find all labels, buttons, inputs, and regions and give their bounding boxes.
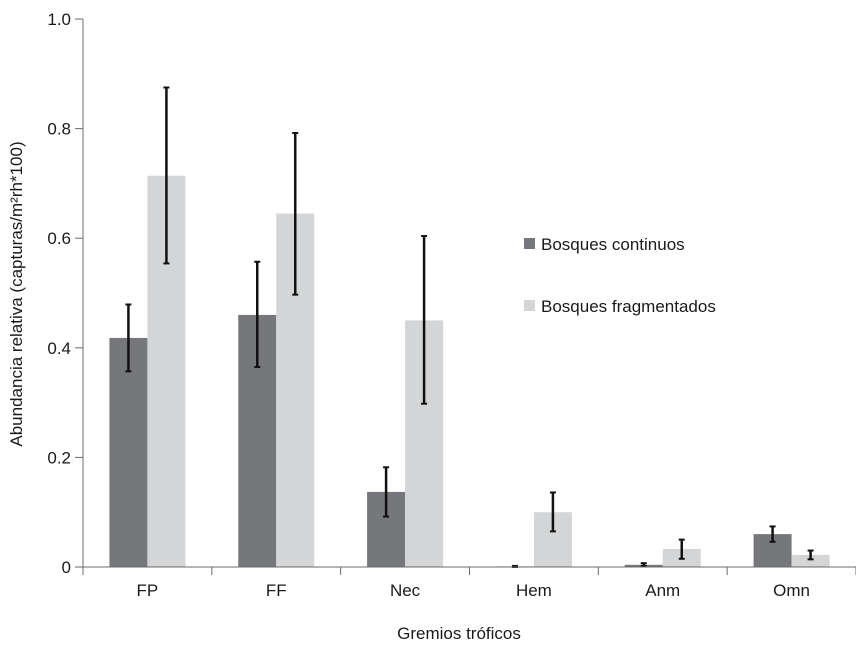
x-tick-label: Omn (773, 581, 810, 600)
x-tick-label: Anm (645, 581, 680, 600)
y-tick-label: 0.2 (47, 448, 71, 467)
bar (791, 554, 830, 567)
y-tick-label: 0 (62, 558, 71, 577)
bar (109, 337, 148, 567)
legend-label: Bosques fragmentados (541, 297, 716, 316)
y-axis-label: Abundancia relativa (capturas/m²rh*100) (7, 141, 26, 446)
x-tick-label: FP (137, 581, 159, 600)
y-tick-label: 0.6 (47, 229, 71, 248)
x-axis-label: Gremios tróficos (397, 624, 521, 643)
y-tick-label: 0.8 (47, 120, 71, 139)
legend: Bosques continuos Bosques fragmentados (524, 235, 716, 316)
plot-area (109, 86, 830, 568)
legend-label: Bosques continuos (541, 235, 685, 254)
x-tick-label: Hem (516, 581, 552, 600)
y-tick-label: 1.0 (47, 10, 71, 29)
x-tick-label: FF (266, 581, 287, 600)
legend-swatch (524, 300, 535, 311)
series-0 (109, 260, 792, 568)
series-1 (147, 86, 830, 568)
x-tick-label: Nec (390, 581, 421, 600)
legend-swatch (524, 238, 535, 249)
y-tick-label: 0.4 (47, 339, 71, 358)
y-axis: 0 0.2 0.4 0.6 0.8 1.0 (47, 10, 84, 577)
x-axis: FP FF Nec Hem Anm Omn (82, 566, 856, 600)
